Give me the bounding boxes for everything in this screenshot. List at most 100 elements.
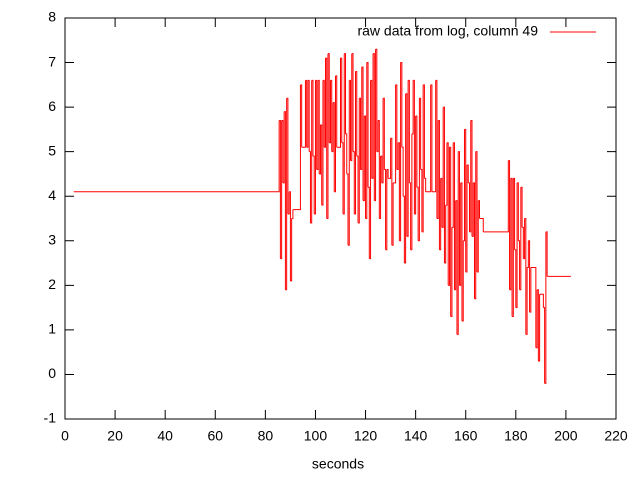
data-step [435, 79, 438, 219]
data-step [430, 84, 433, 192]
data-step [528, 240, 531, 313]
data-step [530, 267, 537, 348]
data-step [408, 79, 410, 183]
data-step [513, 177, 516, 250]
data-step [424, 177, 427, 192]
data-step [348, 80, 350, 246]
data-step [518, 240, 521, 290]
y-tick-label: 7 [48, 53, 56, 69]
data-step [388, 138, 392, 179]
data-step [305, 79, 308, 148]
data-step [355, 70, 358, 157]
data-step [375, 48, 378, 152]
data-step [356, 155, 359, 223]
data-step [334, 75, 336, 193]
data-step [478, 200, 481, 219]
data-step [309, 151, 311, 223]
data-step [381, 98, 384, 184]
data-step [340, 57, 343, 143]
data-step [459, 182, 462, 286]
data-step [398, 142, 400, 241]
data-step [364, 115, 367, 219]
data-step [461, 240, 464, 322]
plot-border [64, 17, 617, 420]
data-step [451, 142, 454, 228]
data-step [336, 58, 341, 148]
data-step [418, 98, 420, 242]
data-step [366, 62, 369, 188]
data-step [284, 111, 286, 290]
data-step [453, 142, 455, 290]
data-step [312, 155, 315, 215]
data-step [310, 80, 313, 224]
x-tick-label: 160 [454, 428, 478, 444]
data-step [376, 120, 379, 153]
data-step [512, 178, 514, 318]
data-step [363, 116, 365, 202]
data-step [446, 142, 449, 286]
data-step [399, 62, 402, 242]
x-tick-label: 60 [207, 428, 223, 444]
data-step [291, 209, 294, 219]
data-step [374, 49, 377, 202]
data-step [371, 53, 374, 179]
data-step [391, 182, 394, 246]
data-step [458, 151, 460, 286]
data-step [441, 107, 444, 228]
data-step [370, 79, 373, 179]
data-step [384, 168, 387, 250]
data-step [538, 294, 541, 362]
data-step [523, 218, 526, 260]
data-step [400, 62, 403, 148]
data-step [281, 119, 284, 183]
data-step [469, 120, 472, 233]
data-step [286, 97, 289, 215]
data-step [465, 165, 468, 273]
data-step [535, 289, 538, 349]
data-step [543, 307, 546, 384]
x-tick-label: 120 [354, 428, 378, 444]
data-step [314, 80, 316, 215]
data-step [379, 156, 382, 219]
data-step [282, 111, 285, 184]
data-step [520, 186, 523, 228]
x-tick-label: 180 [504, 428, 528, 444]
data-step [544, 231, 547, 384]
data-step [444, 205, 447, 264]
data-step [448, 147, 450, 286]
data-step [476, 200, 479, 273]
data-step [410, 133, 413, 251]
data-step [419, 97, 422, 170]
y-tick-label: -1 [44, 410, 57, 426]
data-step [415, 115, 418, 188]
data-step [354, 71, 357, 215]
data-step [285, 98, 288, 291]
data-step [292, 84, 301, 211]
data-step [464, 128, 467, 272]
data-step [369, 80, 372, 260]
data-step [463, 129, 465, 242]
data-step [378, 119, 380, 219]
x-tick-label: 40 [157, 428, 173, 444]
data-step [466, 164, 469, 183]
data-step [443, 106, 445, 264]
data-step [524, 218, 527, 335]
data-step [522, 226, 524, 259]
data-step [319, 124, 321, 175]
data-step [327, 53, 330, 143]
data-step [479, 218, 484, 232]
data-step [307, 79, 310, 152]
data-step [385, 169, 388, 251]
data-step [514, 249, 517, 308]
data-step [440, 177, 443, 228]
data-step [439, 178, 442, 251]
x-tick-label: 80 [258, 428, 274, 444]
data-step [456, 151, 459, 335]
data-step [449, 146, 452, 317]
data-step [436, 120, 439, 219]
data-step [386, 168, 389, 179]
data-step [393, 84, 397, 184]
data-step [301, 80, 306, 148]
data-step [311, 79, 314, 157]
data-step [460, 182, 463, 321]
